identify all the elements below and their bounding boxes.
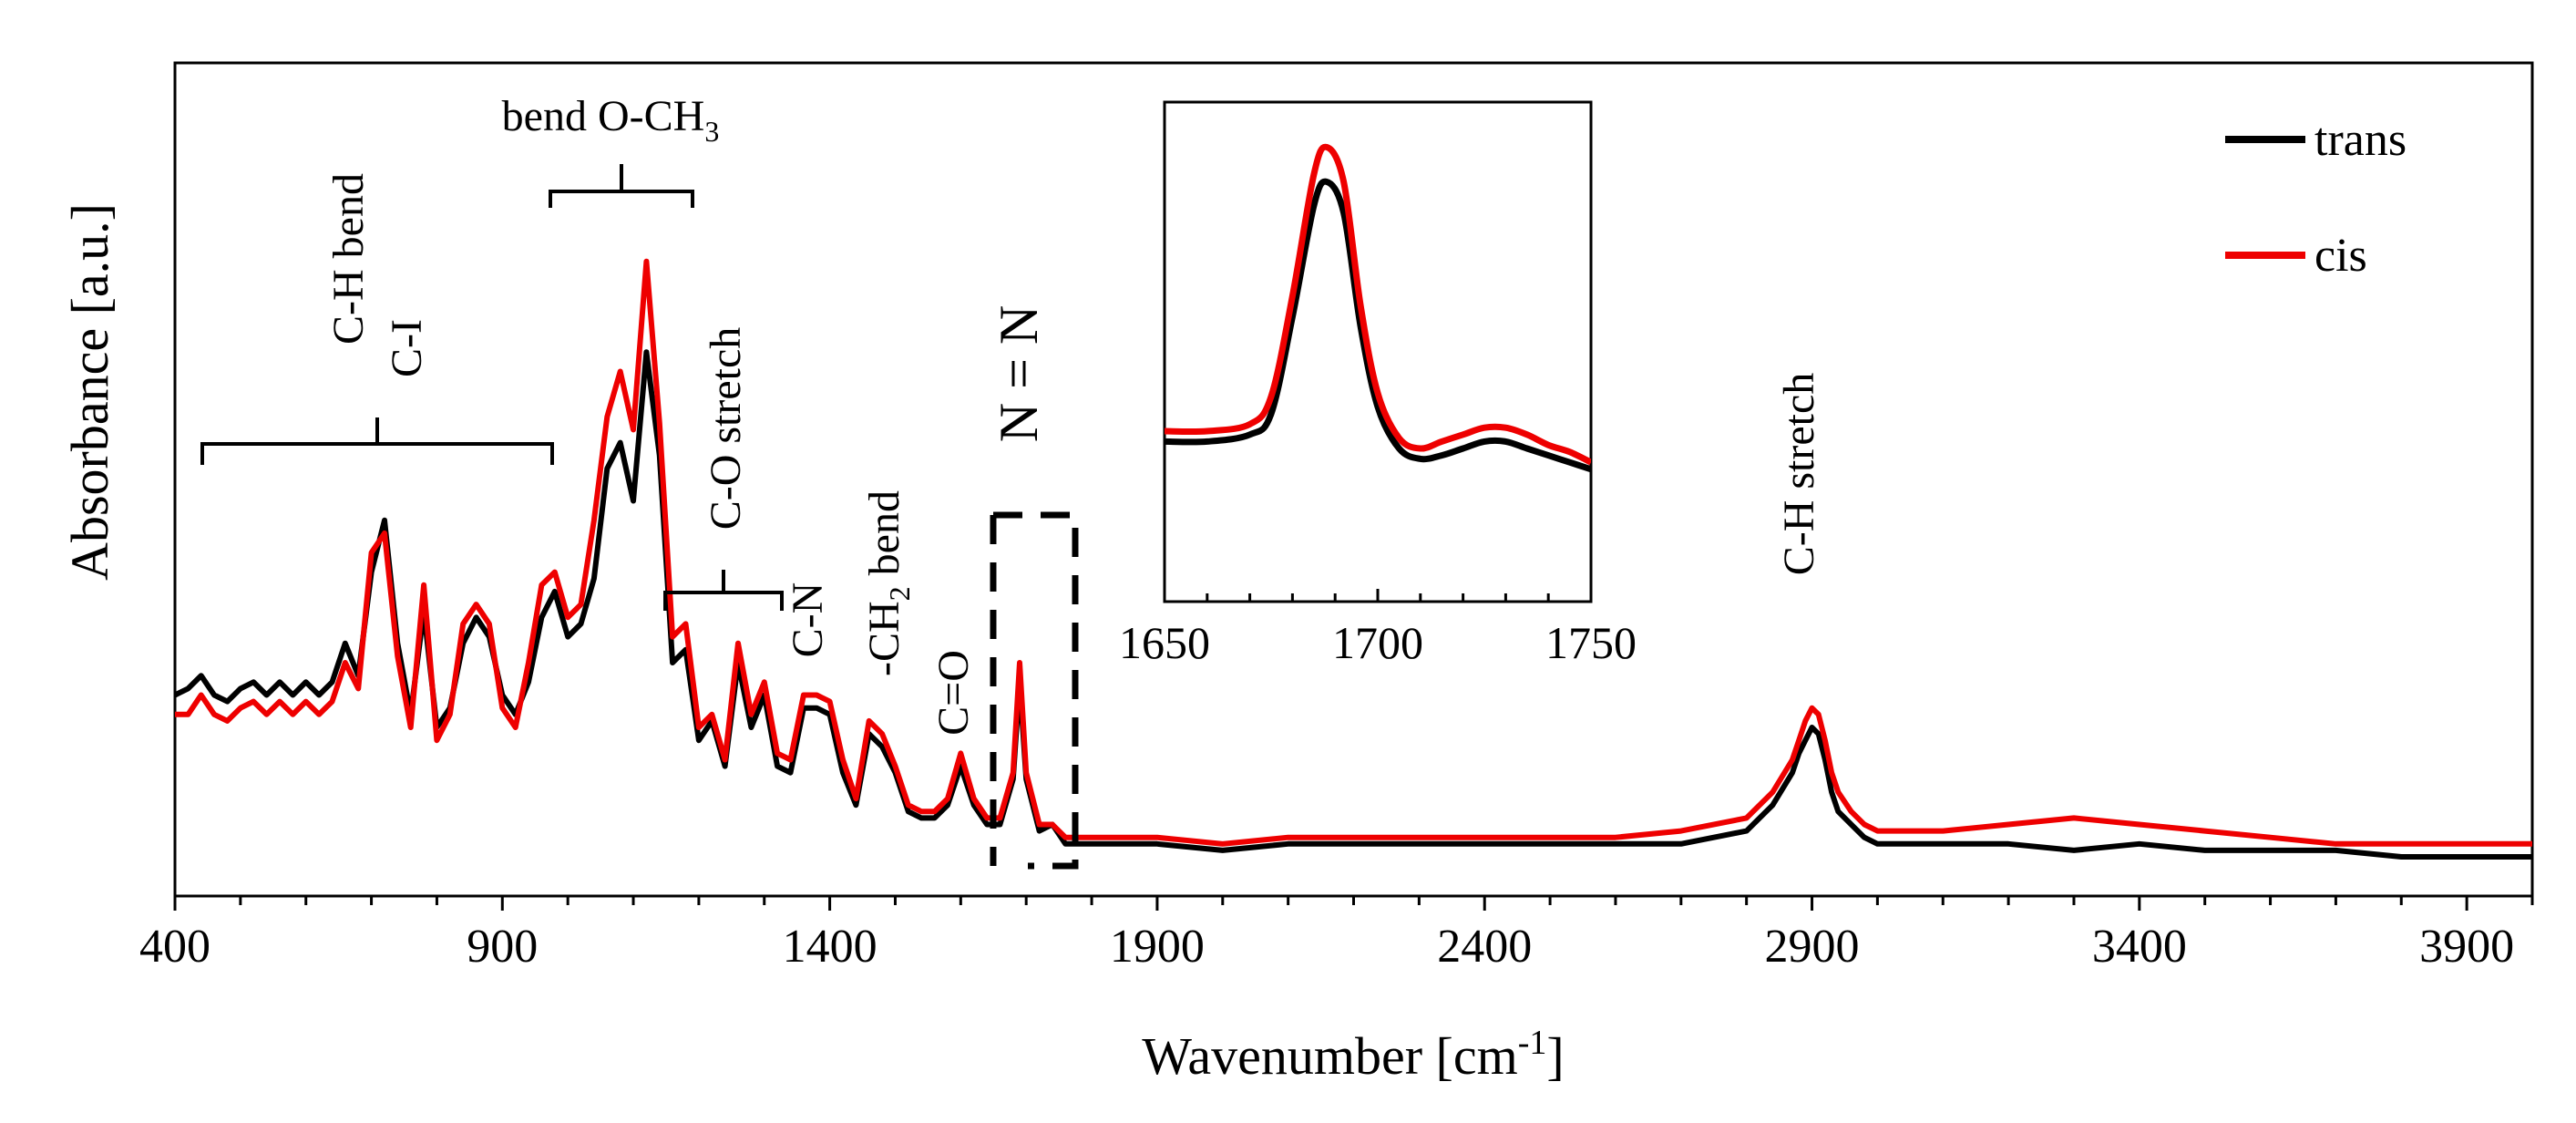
- nn-dashed-box: [990, 511, 1079, 870]
- legend: trans cis: [2225, 114, 2407, 282]
- legend-cis-label: cis: [2314, 230, 2367, 282]
- x-axis-title-end: ]: [1546, 1026, 1564, 1086]
- x-tick-label: 2900: [1765, 921, 1860, 973]
- annotation-brackets: [200, 164, 784, 611]
- annotation-ch2-end: bend: [860, 490, 908, 586]
- annotation-bend-och3-sub: 3: [704, 115, 719, 148]
- x-tick-label: 3900: [2419, 921, 2514, 973]
- inset-x-tick-label: 1750: [1545, 617, 1637, 668]
- x-axis-ticks: 400 900 1400 1900 2400 2900 3400 3900: [139, 896, 2534, 973]
- inset-frame: [1163, 100, 1593, 603]
- inset-x-tick-label: 1650: [1119, 617, 1210, 668]
- x-tick-label: 2400: [1437, 921, 1532, 973]
- annotation-nn: N = N: [989, 305, 1049, 443]
- annotation-bend-och3: bend O-CH3: [502, 92, 720, 148]
- annotation-cn: C-N: [784, 582, 832, 658]
- annotation-co-stretch: C-O stretch: [702, 327, 750, 531]
- x-axis-title-main: Wavenumber [cm: [1142, 1026, 1517, 1086]
- annotation-ch2-main: -CH: [860, 601, 908, 676]
- inset-x-tick-label: 1700: [1332, 617, 1423, 668]
- annotation-ch-bend: C-H bend: [324, 173, 373, 345]
- x-tick-label: 900: [467, 921, 538, 973]
- x-tick-label: 400: [139, 921, 210, 973]
- x-tick-label: 3400: [2092, 921, 2187, 973]
- annotation-bend-och3-main: bend O-CH: [502, 92, 705, 140]
- bracket-co-stretch: [663, 570, 784, 611]
- annotation-ch-stretch: C-H stretch: [1775, 373, 1823, 576]
- annotation-c-i: C-I: [383, 319, 431, 377]
- bracket-ch-bend: [200, 417, 554, 465]
- annotation-ch2-sub: 2: [883, 586, 916, 601]
- y-axis-title: Absorbance [a.u.]: [60, 203, 119, 581]
- x-tick-label: 1400: [783, 921, 877, 973]
- annotation-ch2-bend: -CH2 bend: [860, 490, 916, 676]
- inset-series-line-trans: [1165, 178, 1591, 473]
- legend-trans-label: trans: [2314, 114, 2407, 166]
- x-tick-label: 1900: [1110, 921, 1205, 973]
- inset-x-axis-ticks: 1650 1700 1750: [1119, 589, 1637, 668]
- inset-series-line-cis: [1165, 143, 1591, 466]
- x-axis-title-sup: -1: [1518, 1024, 1547, 1062]
- series-line-cis: [175, 258, 2532, 847]
- bracket-o-ch3: [549, 164, 694, 208]
- x-axis-title: Wavenumber [cm-1]: [1142, 1024, 1564, 1086]
- annotation-co: C=O: [929, 650, 978, 736]
- inset-chart: 1650 1700 1750: [1119, 100, 1637, 668]
